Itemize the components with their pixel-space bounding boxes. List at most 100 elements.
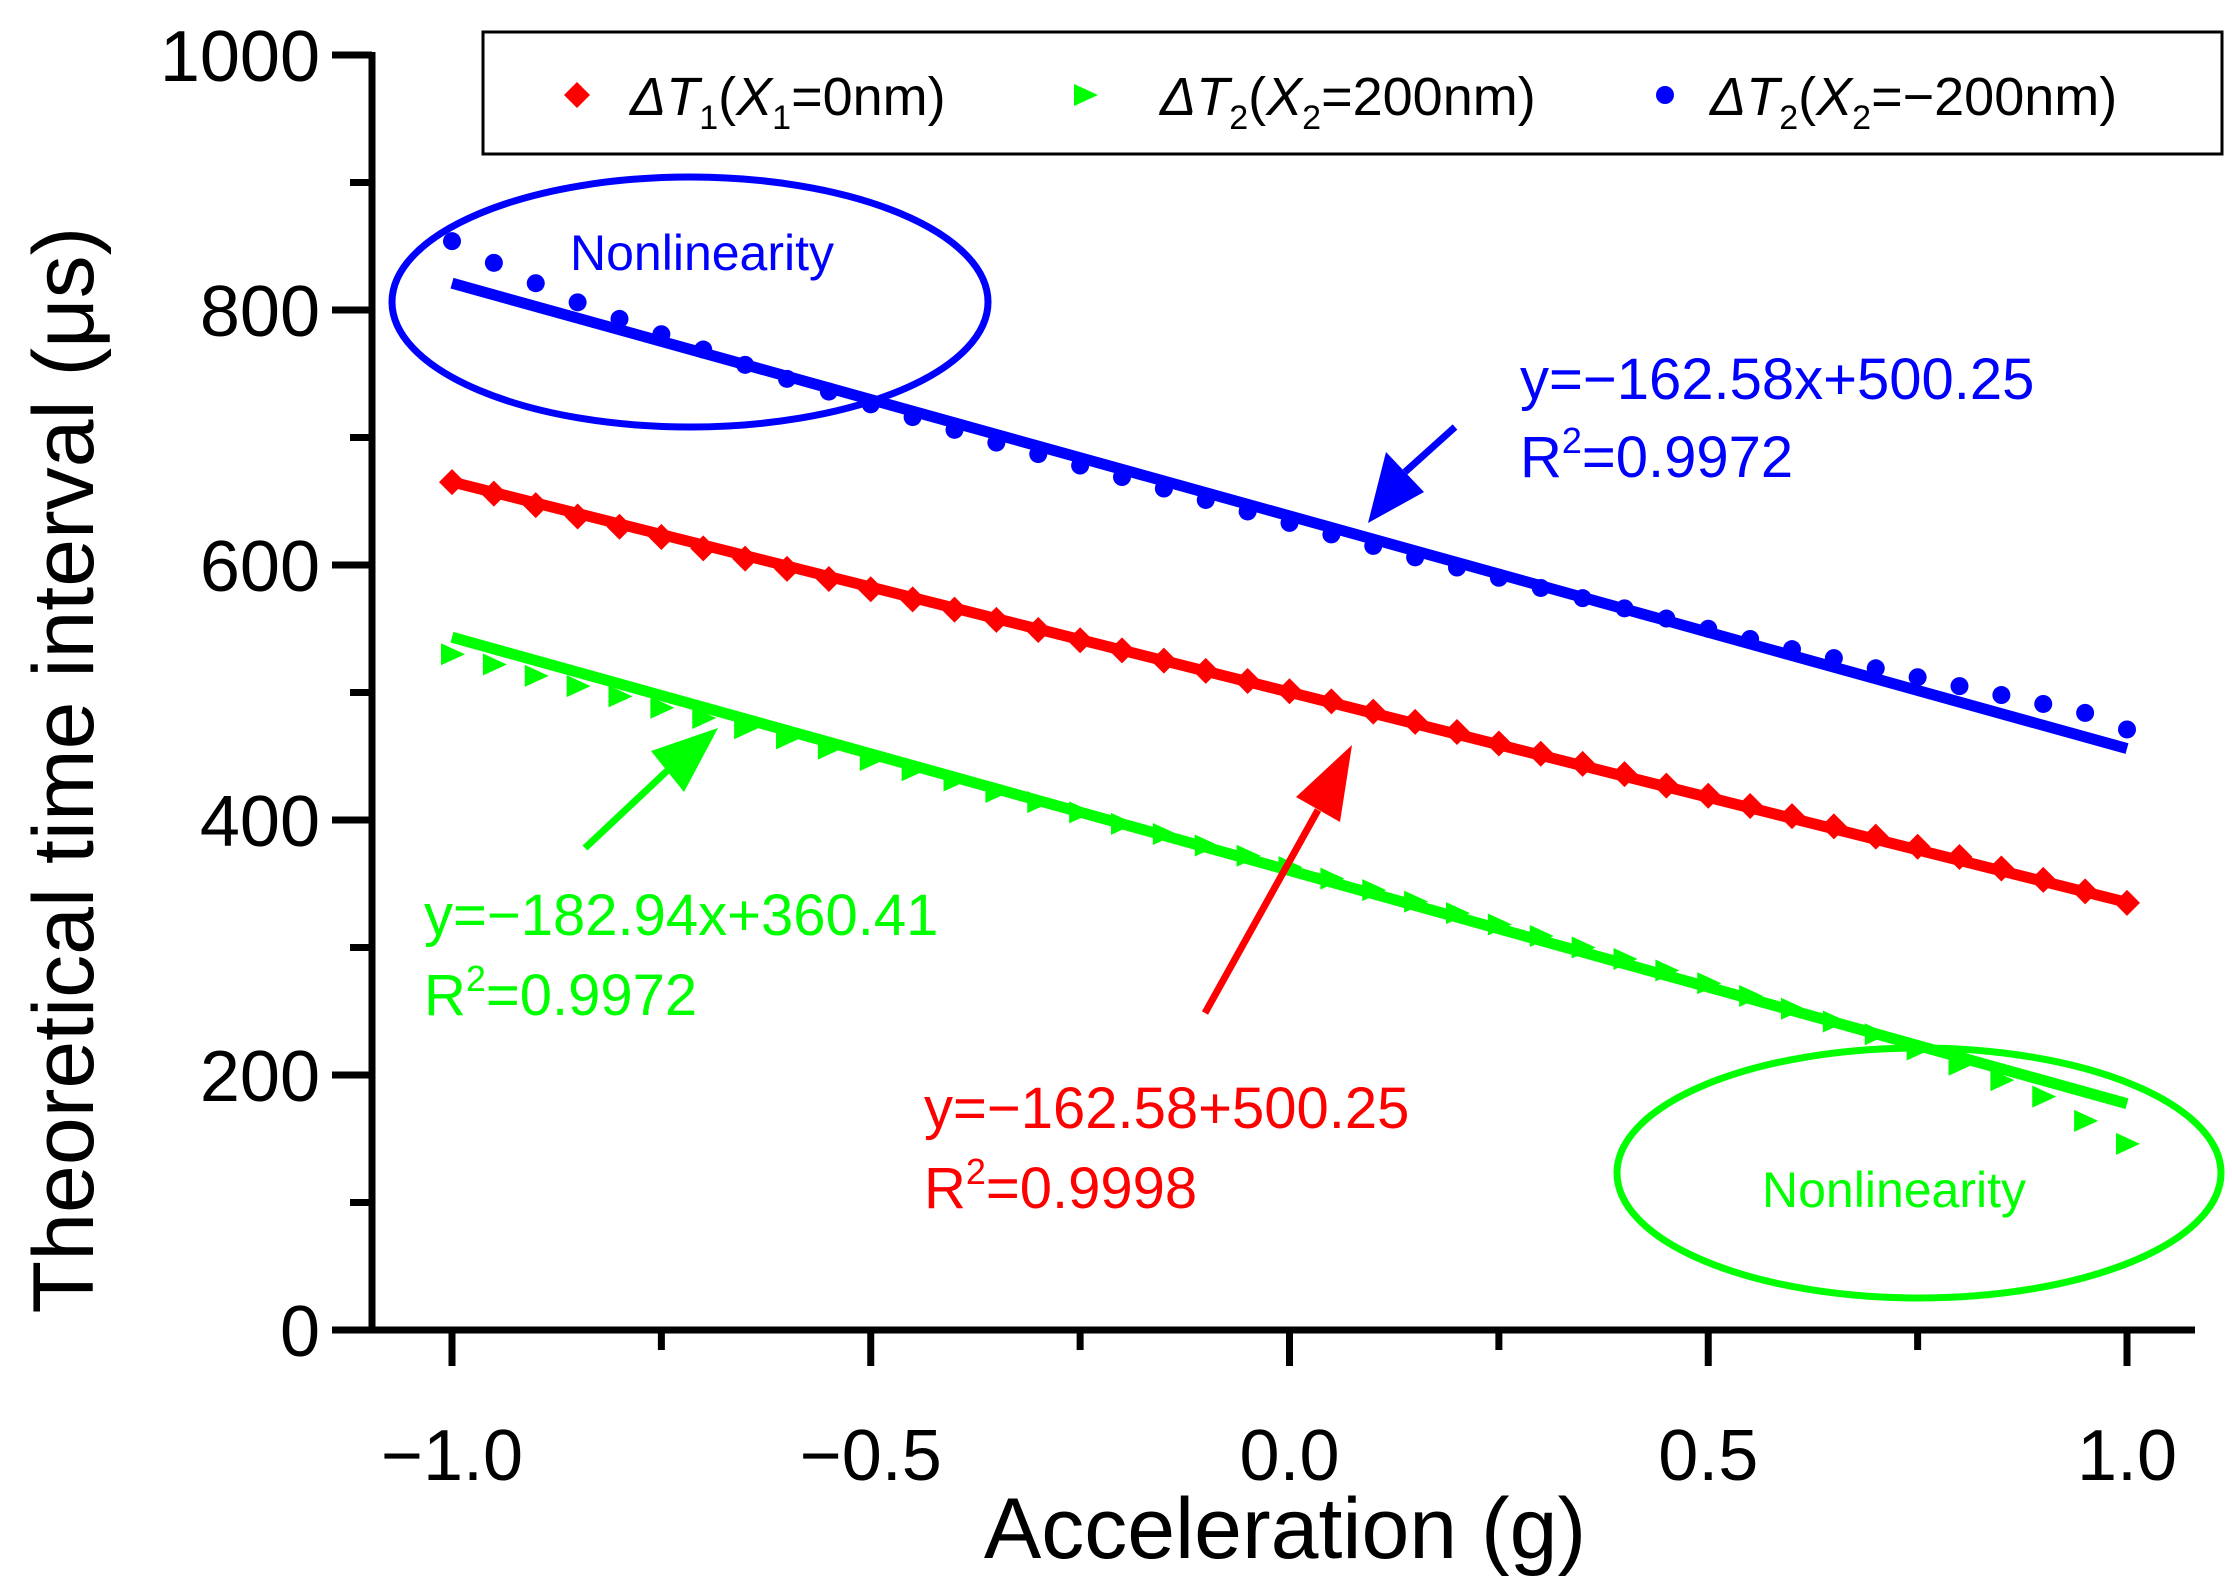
legend-subscript: 2 <box>1779 99 1798 137</box>
data-point <box>1527 740 1554 767</box>
data-point <box>1406 548 1425 567</box>
data-point <box>941 596 968 623</box>
green-r2-line: R2=0.9972 <box>424 958 697 1028</box>
blue-arrow <box>1368 424 1458 523</box>
data-point <box>2030 866 2057 893</box>
data-point <box>1739 984 1764 1007</box>
green-r2-r: R <box>424 963 466 1028</box>
blue-equation-line: y=−162.58x+500.25 <box>1520 347 2034 412</box>
data-point <box>857 576 884 603</box>
data-point <box>1988 855 2015 882</box>
red-r2-value: =0.9998 <box>986 1156 1197 1221</box>
data-point <box>1992 686 2011 705</box>
legend-marker <box>1074 84 1098 106</box>
data-point <box>650 696 675 719</box>
x-tick-label: 0.0 <box>1239 1416 1339 1496</box>
red-equation-line: y=−162.58+500.25 <box>924 1076 1409 1141</box>
data-point <box>1402 708 1429 735</box>
legend-value: =0nm) <box>791 67 946 127</box>
legend-subscript: 2 <box>1302 99 1321 137</box>
green-arrow <box>582 728 718 851</box>
legend-variable: X <box>1814 67 1854 127</box>
blue-nonlinearity-ellipse <box>388 173 992 431</box>
data-point <box>439 469 465 496</box>
data-point <box>1234 668 1261 695</box>
data-point <box>1029 445 1048 464</box>
data-point <box>815 566 842 593</box>
data-point <box>482 653 507 676</box>
y-tick-label: 600 <box>200 527 320 607</box>
legend: ΔT1(X1=0nm) ΔT2(X2=200nm) ΔT2(X2=−200nm) <box>481 30 2224 156</box>
data-point <box>1448 558 1466 577</box>
blue-nonlinearity-label: Nonlinearity <box>570 225 834 281</box>
data-point <box>1322 525 1341 544</box>
data-point <box>692 707 717 729</box>
x-tick-label: 1.0 <box>2077 1416 2177 1496</box>
data-point <box>1154 479 1173 498</box>
data-point <box>1360 698 1387 725</box>
data-point <box>943 769 968 792</box>
data-point <box>1737 792 1764 819</box>
data-point <box>732 545 759 572</box>
data-point <box>608 685 633 708</box>
data-point <box>606 513 633 540</box>
legend-label: ΔT2(X2=−200nm) <box>1708 67 2117 137</box>
data-point <box>1569 750 1596 777</box>
data-point <box>1531 578 1550 597</box>
data-point <box>776 727 800 750</box>
data-point <box>1364 536 1383 555</box>
data-point <box>1071 456 1090 475</box>
legend-subscript: 2 <box>1852 99 1871 137</box>
data-point <box>1487 913 1512 936</box>
red-r2-sup: 2 <box>966 1151 986 1192</box>
axes: −1.0 −0.5 0.0 0.5 1.0 0 200 400 600 800 1000 <box>160 17 2195 1496</box>
data-point <box>1657 609 1676 628</box>
data-point <box>1444 719 1470 746</box>
data-point <box>736 355 755 374</box>
data-point <box>1699 619 1718 638</box>
data-point <box>648 523 675 550</box>
data-point <box>987 433 1006 452</box>
data-point <box>1152 823 1177 846</box>
data-point <box>1027 791 1052 814</box>
data-point <box>899 586 926 613</box>
legend-value: =200nm) <box>1321 67 1536 127</box>
data-point <box>690 535 717 562</box>
data-point <box>1236 844 1261 867</box>
green-equation-line: y=−182.94x+360.41 <box>424 883 938 948</box>
data-point <box>1113 468 1131 487</box>
data-point <box>1111 812 1135 835</box>
y-tick-label: 1000 <box>160 17 320 97</box>
data-point <box>817 737 842 760</box>
data-point <box>1069 801 1094 824</box>
data-point <box>1196 490 1215 509</box>
data-point <box>1276 678 1303 705</box>
data-point <box>985 780 1010 803</box>
green-r2-sup: 2 <box>466 958 486 999</box>
data-point <box>903 408 922 427</box>
plot-marks <box>439 232 2140 1155</box>
data-point <box>1573 589 1592 608</box>
data-point <box>1150 647 1177 674</box>
red-r2-line: R2=0.9998 <box>924 1151 1197 1221</box>
data-point <box>1779 803 1805 830</box>
data-point <box>1741 629 1760 648</box>
legend-paren: ( <box>1248 67 1266 127</box>
data-point <box>1404 890 1429 913</box>
y-tick-label: 400 <box>200 782 320 862</box>
data-point <box>1485 730 1512 757</box>
data-point <box>1908 668 1927 687</box>
data-point <box>1025 617 1052 644</box>
red-arrow <box>1201 745 1352 1015</box>
data-point <box>2072 878 2099 905</box>
data-point <box>2114 889 2140 916</box>
data-point <box>1280 513 1299 532</box>
data-point <box>1529 925 1554 948</box>
data-point <box>1320 867 1345 890</box>
data-point <box>1362 879 1387 902</box>
data-point <box>694 340 713 359</box>
blue-r2-sup: 2 <box>1562 420 1582 461</box>
data-point <box>1655 959 1680 982</box>
data-point <box>1990 1069 2015 1092</box>
legend-symbol: ΔT <box>628 67 703 127</box>
